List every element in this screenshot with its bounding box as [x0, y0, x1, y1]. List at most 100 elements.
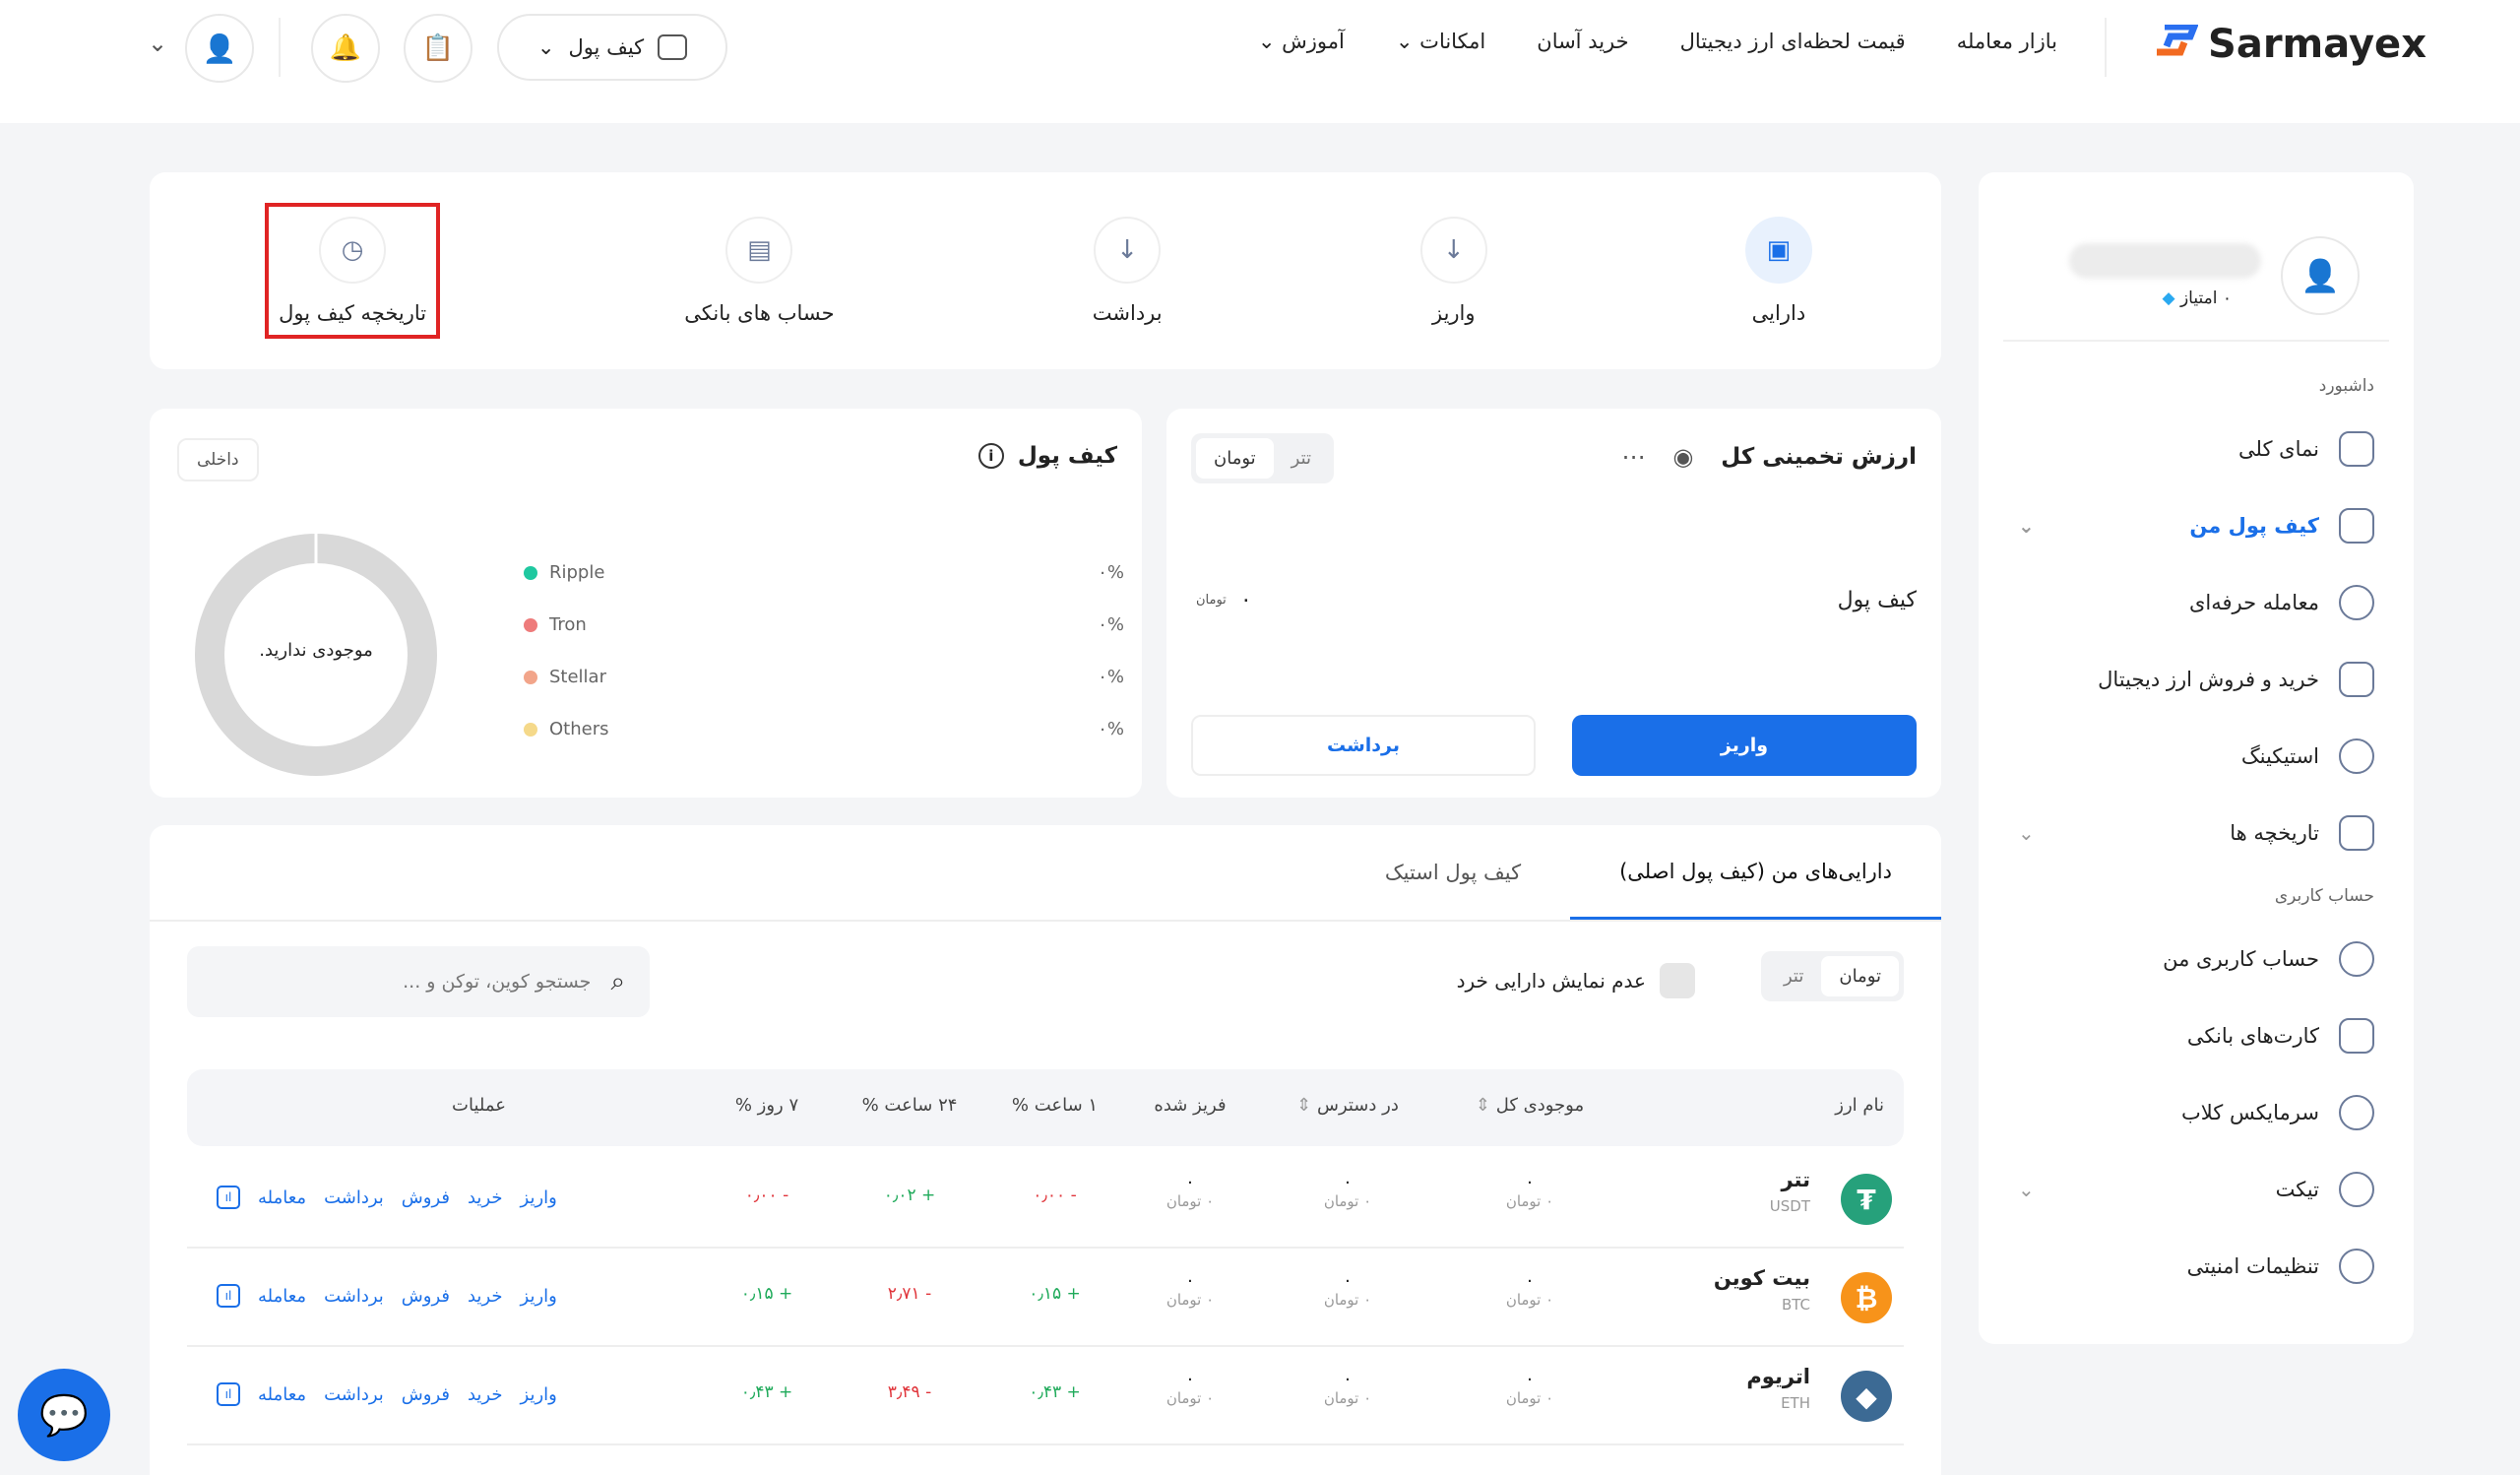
chevron-down-icon[interactable]: ⌄	[148, 30, 168, 57]
info-icon[interactable]: i	[977, 443, 1004, 469]
nav-features[interactable]: امکانات ⌄	[1396, 30, 1485, 53]
action-bank-accounts[interactable]: ▤ حساب های بانکی	[674, 207, 844, 335]
tab-stake-wallet[interactable]: کیف پول استیک	[1384, 861, 1522, 884]
op-link[interactable]: واریز	[520, 1383, 557, 1405]
col-7d: ۷ روز %	[734, 1095, 799, 1116]
col-total[interactable]: موجودی کل ⇕	[1441, 1095, 1618, 1116]
eye-icon[interactable]: ◉	[1672, 443, 1694, 471]
col-24h: ۲۴ ساعت %	[861, 1095, 958, 1116]
chart-icon[interactable]: ıl	[217, 1284, 240, 1308]
search-box[interactable]: ⌕	[187, 946, 650, 1017]
legend-item: Stellar ۰%	[524, 651, 1124, 703]
op-link[interactable]: معامله	[258, 1383, 307, 1405]
op-link[interactable]: فروش	[401, 1186, 450, 1208]
internal-badge[interactable]: داخلی	[177, 438, 259, 481]
toggle-toman[interactable]: تومان	[1821, 956, 1899, 996]
chart-icon[interactable]: ıl	[217, 1382, 240, 1406]
chat-support-button[interactable]: 💬	[18, 1369, 110, 1461]
action-withdraw[interactable]: ↓ برداشت	[1083, 207, 1172, 335]
sidebar-item-staking[interactable]: استیکینگ	[1979, 718, 2414, 795]
nav-easy-buy[interactable]: خرید آسان	[1537, 30, 1629, 53]
checkbox[interactable]	[1660, 963, 1695, 998]
action-assets[interactable]: ▣ دارایی	[1735, 207, 1822, 335]
estimate-title: ارزش تخمینی کل	[1721, 444, 1917, 470]
unit: تومان	[1196, 593, 1227, 608]
hide-small-label: عدم نمایش دارایی خرد	[1456, 969, 1646, 993]
brand-logo[interactable]: Sarmayex	[2151, 22, 2426, 67]
sidebar-item-my-account[interactable]: حساب کاربری من	[1979, 921, 2414, 997]
chart-icon[interactable]: ıl	[217, 1186, 240, 1209]
op-link[interactable]: برداشت	[324, 1383, 384, 1405]
nav-market[interactable]: بازار معامله	[1956, 30, 2057, 53]
chevron-down-icon: ⌄	[1395, 30, 1414, 53]
sidebar-item-club[interactable]: سرمایکس کلاب	[1979, 1074, 2414, 1151]
more-icon[interactable]: ⋯	[1621, 443, 1646, 471]
sidebar-item-pro-trade[interactable]: معامله حرفه‌ای	[1979, 564, 2414, 641]
sidebar-item-label: تیکت	[2275, 1178, 2319, 1201]
sidebar-item-history[interactable]: تاریخچه ها ⌄	[1979, 795, 2414, 871]
assets-tabs: دارایی‌های من (کیف پول اصلی) کیف پول است…	[150, 825, 1941, 922]
op-link[interactable]: واریز	[520, 1285, 557, 1307]
tab-main-wallet[interactable]: دارایی‌های من (کیف پول اصلی)	[1570, 825, 1941, 920]
op-link[interactable]: فروش	[401, 1285, 450, 1307]
wallet-icon	[658, 34, 688, 60]
op-link[interactable]: معامله	[258, 1186, 307, 1208]
cell-h24: - ۲٫۷۱	[887, 1284, 932, 1304]
op-link[interactable]: خرید	[467, 1186, 503, 1208]
op-link[interactable]: خرید	[467, 1383, 503, 1405]
toggle-tether[interactable]: تتر	[1291, 448, 1312, 469]
sidebar-item-label: حساب کاربری من	[2163, 947, 2319, 971]
toggle-tether[interactable]: تتر	[1783, 966, 1804, 987]
nav-education[interactable]: آموزش ⌄	[1258, 30, 1345, 53]
estimate-card: ارزش تخمینی کل ◉ ⋯ تتر تومان کیف پول ۰ تو…	[1166, 409, 1941, 798]
withdraw-button[interactable]: برداشت	[1191, 715, 1536, 776]
op-link[interactable]: فروش	[401, 1383, 450, 1405]
divider	[2105, 18, 2107, 77]
legend-name: Ripple	[549, 562, 605, 583]
top-bar: Sarmayex بازار معامله قیمت لحظه‌ای ارز د…	[0, 0, 2520, 123]
action-label: واریز	[1431, 301, 1476, 325]
sidebar-item-ticket[interactable]: تیکت ⌄	[1979, 1151, 2414, 1228]
col-name: نام ارز	[1835, 1095, 1884, 1116]
toggle-toman[interactable]: تومان	[1196, 438, 1274, 479]
op-link[interactable]: واریز	[520, 1186, 557, 1208]
action-deposit[interactable]: ↓ واریز	[1411, 207, 1497, 335]
avatar[interactable]: 👤	[2281, 236, 2360, 315]
deposit-button[interactable]: واریز	[1572, 715, 1917, 776]
sidebar-item-security[interactable]: تنظیمات امنیتی	[1979, 1228, 2414, 1305]
cell-d7: + ۰٫۴۳	[740, 1382, 793, 1402]
col-label: در دسترس	[1316, 1095, 1399, 1116]
bell-icon: 🔔	[329, 33, 362, 63]
wallet-icon: ▣	[1744, 217, 1812, 284]
op-link[interactable]: معامله	[258, 1285, 307, 1307]
wallet-dropdown[interactable]: کیف پول ⌄	[497, 14, 727, 81]
op-link[interactable]: خرید	[467, 1285, 503, 1307]
hide-small-assets[interactable]: عدم نمایش دارایی خرد	[1457, 963, 1695, 998]
wallet-title-text: کیف پول	[1017, 443, 1117, 469]
op-link[interactable]: برداشت	[324, 1186, 384, 1208]
action-label: حساب های بانکی	[684, 301, 835, 325]
sidebar-item-my-wallet[interactable]: کیف پول من ⌄	[1979, 487, 2414, 564]
op-link[interactable]: برداشت	[324, 1285, 384, 1307]
col-ops: عملیات	[452, 1095, 506, 1116]
cell-h1: + ۰٫۴۳	[1029, 1382, 1081, 1402]
coin-icon: ₿	[1841, 1272, 1892, 1323]
clipboard-button[interactable]: 📋	[404, 14, 472, 83]
amount: ۰	[1185, 1270, 1195, 1291]
sidebar-item-bank-cards[interactable]: کارت‌های بانکی	[1979, 997, 2414, 1074]
sidebar-item-overview[interactable]: نمای کلی	[1979, 411, 2414, 487]
nav-prices[interactable]: قیمت لحظه‌ای ارز دیجیتال	[1679, 30, 1906, 53]
chevron-down-icon: ⌄	[1257, 30, 1276, 53]
search-input[interactable]	[212, 971, 592, 993]
user-avatar-button[interactable]: 👤	[185, 14, 254, 83]
col-available[interactable]: در دسترس ⇕	[1264, 1095, 1431, 1116]
action-wallet-history[interactable]: ◷ تاریخچه کیف پول	[265, 203, 441, 339]
sidebar-item-buy-sell[interactable]: خرید و فروش ارز دیجیتال	[1979, 641, 2414, 718]
action-label: برداشت	[1092, 301, 1163, 325]
cell-d7: - ۰٫۰۰	[744, 1186, 789, 1205]
notifications-button[interactable]: 🔔	[311, 14, 380, 83]
